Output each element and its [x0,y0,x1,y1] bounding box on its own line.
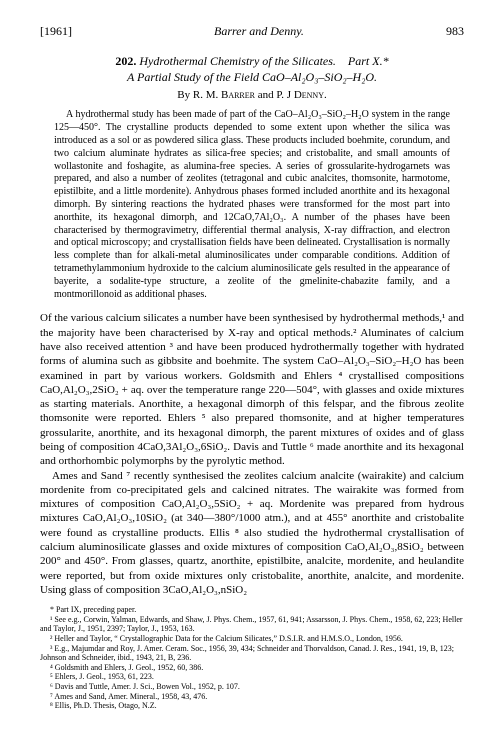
footnote-2: ² Heller and Taylor, “ Crystallographic … [40,634,464,644]
page: [1961] Barrer and Denny. 983 202. Hydrot… [0,0,500,731]
header-authors: Barrer and Denny. [214,24,304,39]
abstract: A hydrothermal study has been made of pa… [54,109,450,301]
footnotes: * Part IX, preceding paper. ¹ See e.g., … [40,605,464,711]
header-year: [1961] [40,24,72,39]
title-line-2: A Partial Study of the Field CaO–Al₂O₃–S… [127,70,377,84]
paragraph-2: Ames and Sand ⁷ recently synthesised the… [40,469,464,598]
footnote-7: ⁷ Ames and Sand, Amer. Mineral., 1958, 4… [40,692,464,702]
title-line-1: Hydrothermal Chemistry of the Silicates.… [139,54,388,68]
header-page-number: 983 [446,24,464,39]
by-label: By R. M. [177,89,221,101]
body-text: Of the various calcium silicates a numbe… [40,311,464,597]
running-header: [1961] Barrer and Denny. 983 [40,24,464,39]
and-label: and P. J [255,89,294,101]
footnote-3: ³ E.g., Majumdar and Roy, J. Amer. Ceram… [40,644,464,663]
article-number: 202. [115,54,136,68]
author-1: Barrer [221,89,255,101]
footnote-5: ⁵ Ehlers, J. Geol., 1953, 61, 223. [40,672,464,682]
footnote-1: ¹ See e.g., Corwin, Yalman, Edwards, and… [40,615,464,634]
article-title: 202. Hydrothermal Chemistry of the Silic… [40,53,464,85]
paragraph-1: Of the various calcium silicates a numbe… [40,311,464,468]
para1-text: Of the various calcium silicates a numbe… [40,312,464,467]
footnote-6: ⁶ Davis and Tuttle, Amer. J. Sci., Bowen… [40,682,464,692]
footnote-4: ⁴ Goldsmith and Ehlers, J. Geol., 1952, … [40,663,464,673]
footnote-star: * Part IX, preceding paper. [40,605,464,615]
abstract-text: A hydrothermal study has been made of pa… [54,109,450,301]
author-line: By R. M. Barrer and P. J Denny. [40,89,464,101]
author-2: Denny. [294,89,327,101]
footnote-8: ⁸ Ellis, Ph.D. Thesis, Otago, N.Z. [40,701,464,711]
